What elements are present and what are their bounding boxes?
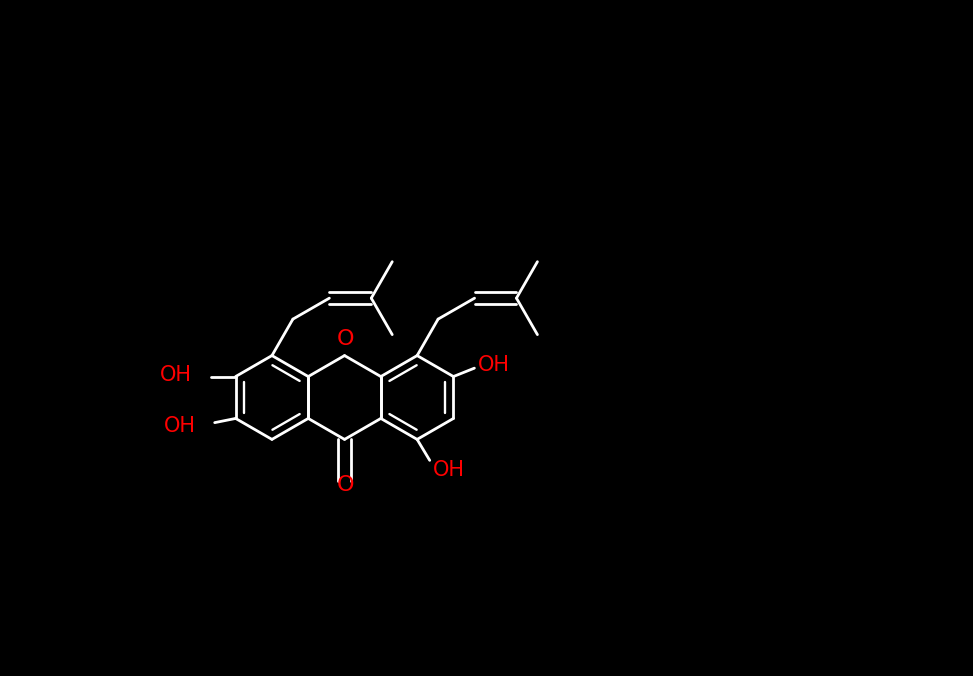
Text: OH: OH [433, 460, 465, 481]
Text: O: O [337, 475, 354, 495]
Text: O: O [337, 329, 354, 349]
Text: OH: OH [478, 355, 510, 375]
Text: OH: OH [163, 416, 196, 436]
Text: OH: OH [160, 365, 192, 385]
